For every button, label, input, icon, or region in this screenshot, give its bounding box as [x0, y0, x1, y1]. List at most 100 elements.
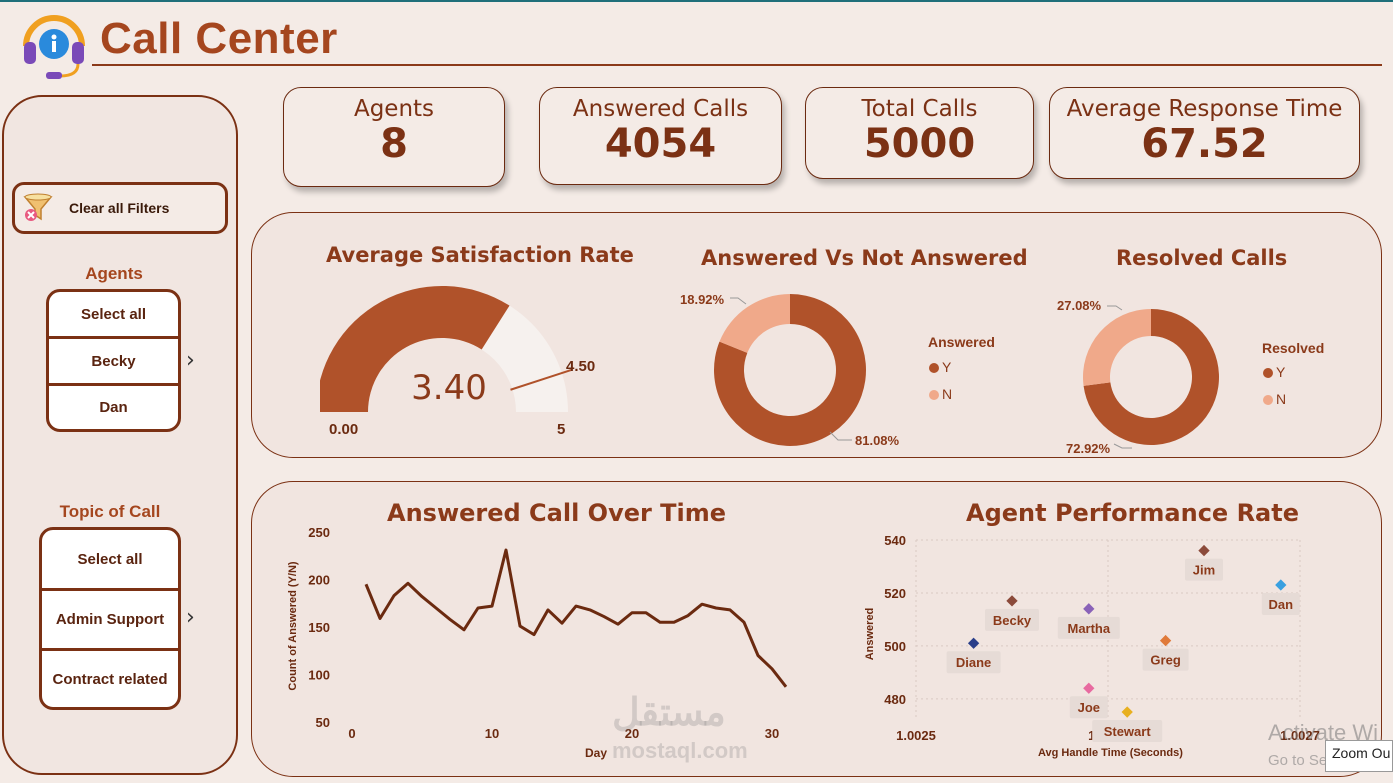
scatter-y-tick: 520 [884, 586, 906, 601]
scatter-label-bg [985, 608, 1039, 631]
scatter-point-diane[interactable] [967, 637, 980, 649]
donut-slice-n[interactable] [1083, 309, 1151, 386]
resolved-donut-title: Resolved Calls [1116, 246, 1288, 270]
donut-slice-y[interactable] [1083, 309, 1219, 445]
kpi-answered-calls-value: 4054 [604, 121, 717, 167]
kpi-agents-card: Agents 8 [283, 87, 505, 187]
scatter-y-tick: 500 [884, 639, 906, 654]
scatter-label-bg [1069, 696, 1108, 719]
scatter-y-tick: 540 [884, 533, 906, 548]
answered-y-pct-label: 81.08% [855, 433, 900, 448]
window-top-border [0, 0, 1393, 2]
topic-option-admin-support[interactable]: Admin Support [42, 591, 178, 651]
line-x-tick: 20 [625, 726, 639, 741]
scatter-label-greg: Greg [1150, 653, 1180, 668]
satisfaction-gauge [320, 286, 572, 412]
scatter-x-tick: 1.0025 [896, 728, 936, 743]
scatter-label-bg [1261, 593, 1300, 615]
leader-line-n [1107, 305, 1123, 311]
agent-option-dan[interactable]: Dan [99, 399, 128, 416]
scatter-point-greg[interactable] [1159, 634, 1172, 647]
scatter-label-bg [1142, 648, 1189, 671]
leader-line-y [829, 431, 852, 441]
answered-legend-n[interactable]: N [929, 386, 952, 402]
resolved-legend-title: Resolved [1262, 340, 1325, 356]
gauge-min-label: 0.00 [329, 421, 359, 438]
gauge-target-marker [510, 369, 572, 391]
line-y-tick: 100 [308, 668, 330, 683]
scatter-point-becky[interactable] [1006, 595, 1018, 607]
resolved-legend-y[interactable]: Y [1263, 364, 1285, 380]
clear-filters-label: Clear all Filters [69, 200, 170, 216]
leader-line-n [730, 297, 747, 305]
scatter-point-martha[interactable] [1083, 603, 1095, 615]
scatter-y-tick: 480 [884, 692, 906, 707]
agent-option-becky[interactable]: Becky [49, 339, 178, 386]
legend-y-swatch [929, 363, 939, 374]
agent-option-select-all[interactable]: Select all [49, 292, 178, 339]
donut-slice-n[interactable] [719, 294, 790, 353]
scatter-x-tick: 1.0027 [1280, 728, 1320, 743]
kpi-avg-response-label: Average Response Time [1066, 96, 1343, 122]
answered-donut-chart [714, 294, 866, 446]
gauge-title: Average Satisfaction Rate [326, 243, 634, 267]
resolved-donut-chart [1083, 305, 1219, 449]
topic-option-select-all[interactable]: Select all [42, 530, 178, 591]
line-x-tick: 10 [485, 726, 499, 741]
scatter-chart-title: Agent Performance Rate [966, 499, 1299, 527]
gauge-value: 3.40 [411, 368, 487, 408]
topics-scroll-chevron-icon[interactable]: › [186, 605, 195, 630]
answered-legend-y[interactable]: Y [929, 359, 951, 375]
kpi-answered-calls-card: Answered Calls 4054 [539, 87, 782, 185]
topics-slicer: Select all Admin Support Contract relate… [39, 527, 181, 710]
scatter-point-dan[interactable] [1275, 579, 1287, 591]
line-y-tick: 150 [308, 620, 330, 635]
line-x-axis-label: Day [585, 746, 608, 760]
scatter-label-stewart: Stewart [1104, 724, 1152, 739]
kpi-answered-calls-label: Answered Calls [572, 96, 749, 122]
agents-scroll-chevron-icon[interactable]: › [186, 348, 195, 373]
scatter-point-jim[interactable] [1198, 544, 1210, 557]
watermark-text: mostaql.com [612, 738, 748, 763]
legend-n-swatch [929, 390, 939, 401]
resolved-legend-n[interactable]: N [1263, 391, 1286, 407]
kpi-total-calls-card: Total Calls 5000 [805, 87, 1034, 179]
agents-slicer: Select all Becky Dan [46, 289, 181, 432]
scatter-label-bg [946, 651, 1001, 674]
scatter-y-axis-label: Answered [864, 607, 876, 661]
scatter-point-joe[interactable] [1083, 682, 1095, 694]
line-x-tick: 30 [765, 726, 779, 741]
clear-filters-button[interactable]: Clear all Filters [12, 182, 228, 234]
kpi-total-calls-value: 5000 [863, 121, 976, 167]
line-chart-title: Answered Call Over Time [387, 499, 727, 527]
leader-line-y [1113, 443, 1132, 449]
scatter-x-axis-label: Avg Handle Time (Seconds) [1038, 747, 1183, 759]
resolved-y-pct-label: 72.92% [1066, 441, 1111, 456]
scatter-label-diane: Diane [956, 655, 991, 670]
topics-slicer-title: Topic of Call [59, 502, 161, 521]
trends-panel [251, 481, 1382, 777]
kpi-total-calls-label: Total Calls [861, 96, 978, 122]
line-y-tick: 200 [308, 573, 330, 588]
answered-legend-title: Answered [928, 334, 995, 350]
watermark-arabic: مستقل [612, 692, 726, 734]
line-x-tick: 0 [348, 726, 355, 741]
scatter-label-bg [1057, 616, 1120, 639]
clear-filter-icon [23, 193, 53, 221]
line-y-tick: 250 [308, 525, 330, 540]
line-y-axis-label: Count of Answered (Y/N) [287, 561, 299, 691]
scatter-label-bg [1092, 720, 1163, 743]
scatter-label-becky: Becky [993, 613, 1032, 628]
topic-option-contract-related[interactable]: Contract related [52, 670, 168, 688]
title-divider [92, 64, 1382, 66]
zoom-out-tooltip[interactable]: Zoom Ou [1325, 740, 1393, 772]
legend-y-swatch [1263, 368, 1273, 379]
legend-n-swatch [1263, 395, 1273, 406]
scatter-label-joe: Joe [1078, 700, 1100, 715]
donut-slice-y[interactable] [714, 294, 866, 446]
answered-series-line [364, 548, 788, 688]
resolved-n-pct-label: 27.08% [1057, 298, 1102, 313]
scatter-point-stewart[interactable] [1121, 706, 1133, 718]
kpi-agents-label: Agents [353, 96, 435, 122]
